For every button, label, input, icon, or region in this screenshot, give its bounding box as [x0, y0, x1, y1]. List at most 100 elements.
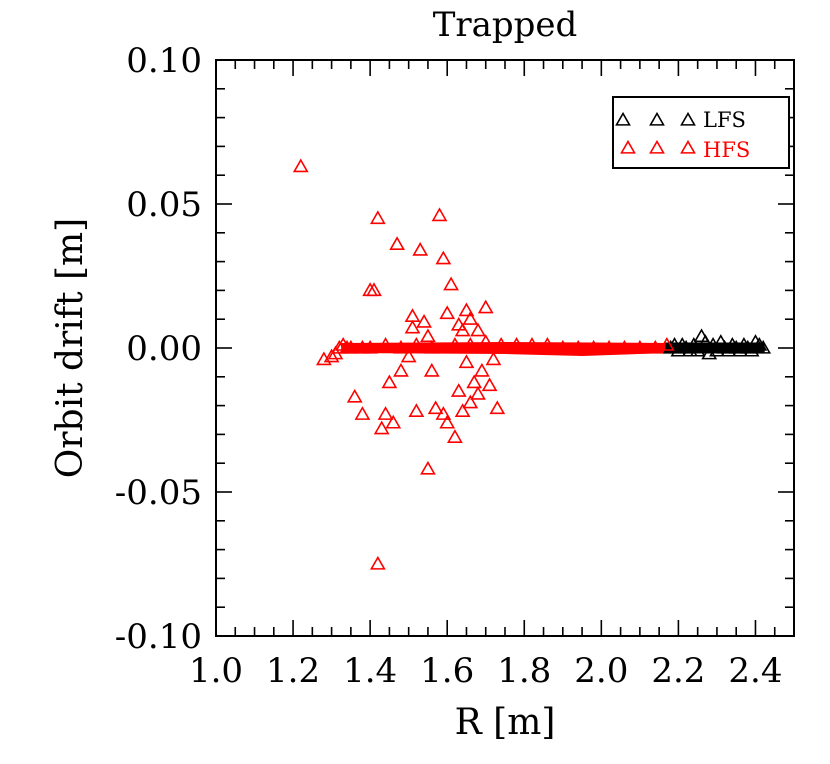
hfs-marker [585, 339, 602, 354]
hfs-marker [631, 339, 648, 354]
hfs-marker [331, 339, 348, 354]
hfs-marker [362, 339, 379, 354]
hfs-marker [450, 383, 467, 397]
legend-marker-hfs [620, 139, 636, 154]
hfs-marker [474, 362, 490, 377]
hfs-marker [423, 362, 440, 377]
lfs-marker [724, 337, 741, 351]
hfs-marker [454, 403, 471, 418]
hfs-marker [431, 207, 448, 222]
hfs-marker [385, 414, 402, 429]
y-tick-label: 0.00 [126, 329, 202, 369]
hfs-marker [439, 414, 456, 429]
hfs-marker [393, 362, 409, 377]
legend-symbols-lfs [615, 111, 696, 126]
hfs-marker [616, 339, 633, 354]
x-tick-label: 2.2 [651, 651, 705, 691]
hfs-marker [447, 337, 463, 351]
x-tick-label: 1.2 [266, 651, 320, 691]
y-tick-label: 0.10 [126, 41, 202, 81]
hfs-marker [454, 322, 471, 337]
hfs-marker [427, 400, 444, 415]
hfs-marker [420, 460, 436, 475]
legend: LFS HFS [612, 96, 790, 169]
hfs-marker [435, 406, 452, 420]
hfs-marker [443, 276, 459, 291]
hfs-marker [489, 400, 506, 415]
hfs-marker [462, 394, 479, 409]
chart-title: Trapped [433, 5, 578, 45]
hfs-marker [458, 302, 475, 317]
hfs-marker [381, 374, 398, 389]
hfs-marker [462, 311, 479, 325]
lfs-marker [736, 337, 752, 351]
hfs-marker [408, 403, 425, 418]
hfs-marker [404, 319, 421, 334]
x-tick-labels: 1.0 1.2 1.4 1.6 1.8 2.0 2.2 2.4 [189, 651, 783, 691]
hfs-marker [377, 337, 394, 351]
legend-marker-lfs [680, 111, 696, 126]
hfs-marker [524, 337, 540, 351]
x-tick-label: 2.0 [574, 651, 628, 691]
hfs-marker [470, 322, 486, 337]
hfs-marker [323, 348, 340, 363]
hfs-marker [342, 339, 359, 354]
lfs-marker [755, 339, 772, 354]
hfs-marker [485, 351, 502, 366]
hfs-marker [601, 339, 617, 354]
legend-symbols-hfs [620, 139, 696, 154]
lfs-marker [674, 337, 691, 351]
y-axis-label: Orbit drift [m] [50, 218, 91, 478]
hfs-marker [570, 339, 587, 354]
x-axis-label: R [m] [455, 702, 556, 743]
legend-marker-lfs [649, 111, 665, 126]
y-tick-label: -0.10 [115, 617, 202, 657]
hfs-marker [373, 420, 390, 435]
hfs-marker [458, 354, 475, 369]
hfs-marker [554, 339, 571, 354]
hfs-marker [366, 282, 382, 297]
hfs-marker [435, 250, 452, 265]
scatter-markers [292, 158, 772, 570]
hfs-marker [346, 388, 363, 403]
lfs-marker [751, 337, 768, 351]
axis-ticks [215, 59, 795, 637]
hfs-marker [539, 337, 556, 351]
lfs-marker [689, 342, 706, 357]
y-tick-label: -0.05 [115, 473, 202, 513]
hfs-marker [423, 339, 440, 354]
hfs-marker [462, 337, 479, 351]
hfs-marker [439, 305, 456, 320]
hfs-marker [369, 210, 386, 225]
hfs-marker [354, 339, 371, 354]
hfs-marker [377, 406, 394, 420]
hfs-marker [508, 337, 525, 351]
hfs-marker [412, 241, 429, 256]
y-tick-label: 0.05 [126, 185, 202, 225]
hfs-marker [447, 429, 463, 443]
legend-box [612, 96, 790, 169]
hfs-marker [389, 236, 405, 250]
hfs-marker [477, 334, 494, 348]
hfs-marker [420, 328, 436, 343]
x-tick-label: 1.6 [420, 651, 474, 691]
hfs-marker [416, 313, 432, 328]
hfs-marker [354, 406, 371, 420]
x-tick-label: 1.4 [343, 651, 397, 691]
legend-label-hfs: HFS [703, 138, 750, 162]
hfs-marker [400, 348, 417, 363]
hfs-marker [477, 299, 494, 314]
legend-label-lfs: LFS [703, 108, 746, 132]
hfs-marker [470, 385, 486, 400]
legend-marker-lfs [615, 111, 631, 126]
hfs-marker [393, 339, 409, 354]
hfs-marker [292, 158, 309, 173]
hfs-marker [404, 308, 421, 322]
hfs-marker [408, 337, 425, 351]
hfs-marker [493, 337, 510, 351]
x-tick-label: 1.0 [189, 651, 243, 691]
hfs-marker [466, 374, 483, 389]
hfs-marker [647, 339, 664, 354]
x-tick-label: 1.8 [497, 651, 551, 691]
